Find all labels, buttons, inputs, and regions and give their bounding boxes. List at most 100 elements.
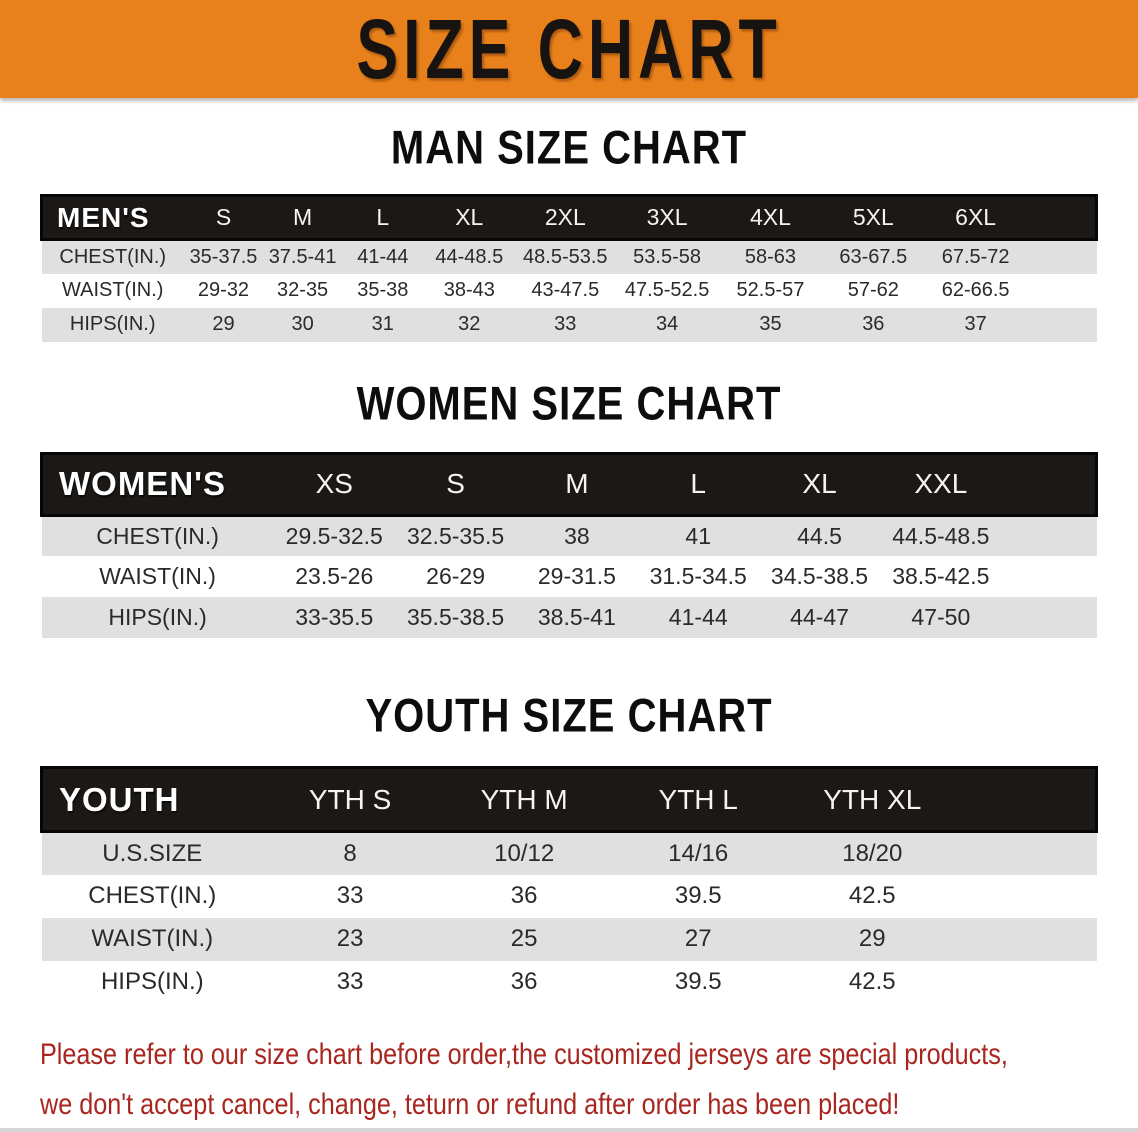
size-value: 32.5-35.5 bbox=[394, 514, 517, 556]
size-column-header: XXL bbox=[880, 451, 1002, 517]
table-row: U.S.SIZE 8 10/12 14/16 18/20 bbox=[41, 830, 1097, 875]
size-column-header: 3XL bbox=[615, 194, 719, 241]
size-value: 34 bbox=[615, 307, 719, 342]
size-value: 58-63 bbox=[718, 238, 823, 274]
table-corner-label: YOUTH bbox=[40, 766, 264, 833]
table-spacer-cell bbox=[1001, 597, 1097, 638]
table-spacer-cell bbox=[959, 917, 1097, 961]
table-spacer-cell bbox=[1026, 307, 1097, 342]
size-column-header: 4XL bbox=[718, 194, 823, 241]
size-column-header: S bbox=[394, 451, 517, 517]
size-value: 29 bbox=[183, 307, 264, 342]
table-spacer-cell bbox=[1026, 273, 1097, 308]
table-spacer-cell bbox=[959, 874, 1097, 918]
table-row: HIPS(IN.) 33-35.5 35.5-38.5 38.5-41 41-44 44-… bbox=[41, 597, 1097, 638]
size-value: 35 bbox=[718, 307, 823, 342]
size-column-header: 2XL bbox=[515, 194, 616, 241]
size-column-header: S bbox=[183, 194, 264, 241]
banner: SIZE CHART bbox=[0, 0, 1138, 98]
table-spacer-cell bbox=[1026, 194, 1098, 241]
size-value: 44-48.5 bbox=[423, 238, 516, 274]
table-row: HIPS(IN.) 33 36 39.5 42.5 bbox=[41, 960, 1097, 1004]
size-value: 37.5-41 bbox=[263, 238, 343, 274]
size-value: 26-29 bbox=[394, 556, 517, 597]
size-value: 57-62 bbox=[822, 273, 925, 308]
size-value: 63-67.5 bbox=[822, 238, 925, 274]
bottom-edge-strip bbox=[0, 1128, 1138, 1132]
size-value: 36 bbox=[437, 960, 612, 1004]
size-value: 47.5-52.5 bbox=[615, 273, 719, 308]
size-value: 44-47 bbox=[758, 597, 881, 638]
table-spacer-cell bbox=[959, 766, 1099, 833]
table-spacer-cell bbox=[1026, 238, 1097, 274]
size-value: 36 bbox=[822, 307, 925, 342]
size-value: 41-44 bbox=[342, 238, 424, 274]
size-column-header: YTH L bbox=[611, 766, 786, 833]
size-column-header: XL bbox=[423, 194, 516, 241]
size-value: 32 bbox=[423, 307, 516, 342]
size-value: 42.5 bbox=[785, 960, 960, 1004]
youth-size-section: YOUTH SIZE CHART YOUTH YTH S YTH M YTH L YTH… bbox=[0, 690, 1138, 1004]
table-row: CHEST(IN.) 29.5-32.5 32.5-35.5 38 41 44.5 44.5… bbox=[41, 514, 1097, 556]
size-value: 25 bbox=[437, 917, 612, 961]
size-value: 38-43 bbox=[423, 273, 516, 308]
size-value: 33 bbox=[263, 874, 438, 918]
size-value: 23.5-26 bbox=[273, 556, 395, 597]
size-value: 53.5-58 bbox=[615, 238, 719, 274]
row-label: HIPS(IN.) bbox=[41, 597, 274, 638]
table-spacer-cell bbox=[1001, 514, 1097, 556]
size-value: 35-38 bbox=[342, 273, 424, 308]
size-value: 32-35 bbox=[263, 273, 343, 308]
size-value: 31.5-34.5 bbox=[637, 556, 759, 597]
size-column-header: YTH XL bbox=[785, 766, 960, 833]
size-value: 39.5 bbox=[611, 874, 786, 918]
size-value: 42.5 bbox=[785, 874, 960, 918]
size-column-header: XL bbox=[758, 451, 881, 517]
men-size-section: MAN SIZE CHART MEN'S S M L XL 2XL 3XL 4XL 5XL 6XL… bbox=[0, 122, 1138, 342]
table-row: HIPS(IN.) 29 30 31 32 33 34 35 36 37 bbox=[41, 307, 1097, 342]
size-value: 33-35.5 bbox=[273, 597, 395, 638]
size-value: 48.5-53.5 bbox=[515, 238, 616, 274]
banner-title: SIZE CHART bbox=[356, 1, 782, 97]
women-section-heading: WOMEN SIZE CHART bbox=[356, 377, 782, 430]
size-value: 29-32 bbox=[183, 273, 264, 308]
row-label: HIPS(IN.) bbox=[41, 307, 184, 342]
women-size-table: WOMEN'S XS S M L XL XXL CHEST(IN.) 29.5-32.5 32.5… bbox=[39, 451, 1099, 638]
table-corner-label: WOMEN'S bbox=[39, 451, 274, 517]
size-value: 62-66.5 bbox=[924, 273, 1027, 308]
size-column-header: L bbox=[342, 194, 424, 241]
table-header-row: WOMEN'S XS S M L XL XXL bbox=[39, 451, 1099, 517]
size-value: 34.5-38.5 bbox=[758, 556, 881, 597]
size-value: 38.5-41 bbox=[516, 597, 638, 638]
table-spacer-cell bbox=[959, 830, 1097, 875]
size-value: 44.5 bbox=[758, 514, 881, 556]
size-column-header: M bbox=[516, 451, 638, 517]
size-value: 8 bbox=[263, 830, 438, 875]
row-label: WAIST(IN.) bbox=[41, 917, 264, 961]
size-value: 52.5-57 bbox=[718, 273, 823, 308]
size-value: 14/16 bbox=[611, 830, 786, 875]
size-value: 38.5-42.5 bbox=[880, 556, 1002, 597]
table-row: CHEST(IN.) 33 36 39.5 42.5 bbox=[41, 874, 1097, 918]
size-value: 27 bbox=[611, 917, 786, 961]
disclaimer-note: Please refer to our size chart before or… bbox=[40, 1030, 1008, 1130]
size-value: 30 bbox=[263, 307, 343, 342]
size-value: 47-50 bbox=[880, 597, 1002, 638]
size-value: 33 bbox=[263, 960, 438, 1004]
size-value: 29.5-32.5 bbox=[273, 514, 395, 556]
table-row: WAIST(IN.) 23 25 27 29 bbox=[41, 917, 1097, 961]
size-value: 43-47.5 bbox=[515, 273, 616, 308]
row-label: WAIST(IN.) bbox=[41, 556, 274, 597]
table-header-row: YOUTH YTH S YTH M YTH L YTH XL bbox=[40, 766, 1099, 833]
row-label: CHEST(IN.) bbox=[41, 514, 274, 556]
size-value: 18/20 bbox=[785, 830, 960, 875]
table-row: CHEST(IN.) 35-37.5 37.5-41 41-44 44-48.5 48.5… bbox=[41, 238, 1097, 274]
table-spacer-cell bbox=[1001, 451, 1099, 517]
women-size-section: WOMEN SIZE CHART WOMEN'S XS S M L XL XXL CHEST(… bbox=[0, 378, 1138, 638]
table-corner-label: MEN'S bbox=[39, 194, 184, 241]
table-row: WAIST(IN.) 23.5-26 26-29 29-31.5 31.5-34.5 34… bbox=[41, 556, 1097, 597]
size-value: 39.5 bbox=[611, 960, 786, 1004]
size-value: 41 bbox=[637, 514, 759, 556]
men-section-heading: MAN SIZE CHART bbox=[390, 122, 748, 174]
size-column-header: 6XL bbox=[924, 194, 1027, 241]
